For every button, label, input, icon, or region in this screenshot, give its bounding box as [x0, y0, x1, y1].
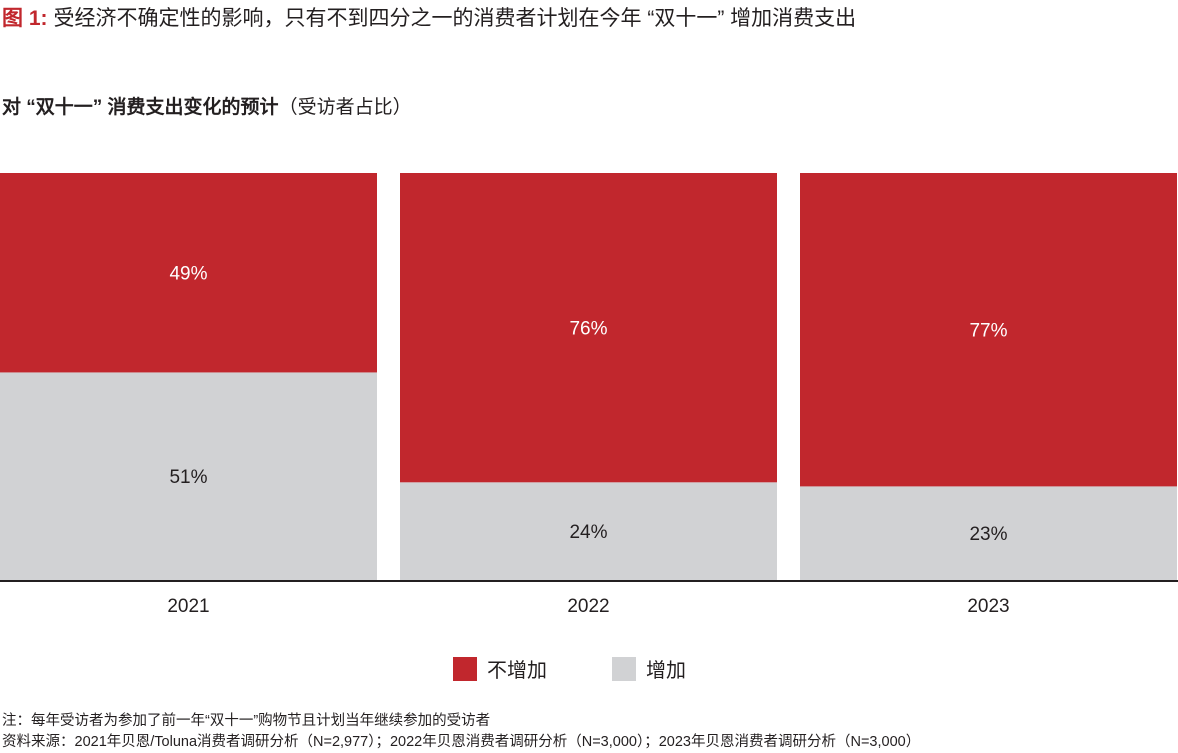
data-label: 23%: [969, 524, 1007, 545]
data-label: 51%: [169, 467, 207, 488]
bar-segment-not-increase-2022: [400, 173, 777, 483]
x-tick-label: 2022: [567, 596, 609, 617]
x-tick-label: 2023: [967, 596, 1009, 617]
source-text: 资料来源：2021年贝恩/Toluna消费者调研分析（N=2,977）；2022…: [2, 734, 921, 750]
data-label: 76%: [569, 319, 607, 340]
data-label: 77%: [969, 321, 1007, 342]
legend-swatch-increase: [612, 656, 636, 681]
figure-label: 图 1:: [2, 7, 48, 30]
bar-segment-increase-2023: [800, 486, 1177, 580]
bar-segment-not-increase-2023: [800, 173, 1177, 487]
subtitle-bold: 对 “双十一” 消费支出变化的预计: [2, 97, 279, 118]
chart-title: 图 1: 受经济不确定性的影响，只有不到四分之一的消费者计划在今年 “双十一” 增…: [2, 2, 856, 32]
legend-swatch-not-increase: [453, 656, 477, 681]
subtitle-normal: （受访者占比）: [278, 97, 412, 118]
x-tick-label: 2021: [167, 596, 209, 617]
data-label: 24%: [569, 522, 607, 543]
notes: 注：每年受访者为参加了前一年“双十一”购物节且计划当年继续参加的受访者 资料来源…: [2, 711, 920, 753]
chart-subtitle: 对 “双十一” 消费支出变化的预计（受访者占比）: [2, 92, 412, 119]
legend-label: 增加: [646, 660, 686, 682]
legend-label: 不增加: [487, 660, 547, 682]
legend-item-increase: 增加: [612, 654, 686, 683]
title-text: 受经济不确定性的影响，只有不到四分之一的消费者计划在今年 “双十一” 增加消费支…: [53, 7, 857, 30]
note-text: 注：每年受访者为参加了前一年“双十一”购物节且计划当年继续参加的受访者: [2, 713, 491, 729]
stacked-bar-chart: 51% 49% 2021 24% 76% 2022 23% 77% 2023: [0, 173, 1178, 617]
bar-segment-increase-2022: [400, 482, 777, 580]
data-label: 49%: [169, 264, 207, 285]
bar-segment-increase-2021: [0, 372, 377, 580]
bar-segment-not-increase-2021: [0, 173, 377, 373]
legend-item-not-increase: 不增加: [453, 654, 547, 683]
